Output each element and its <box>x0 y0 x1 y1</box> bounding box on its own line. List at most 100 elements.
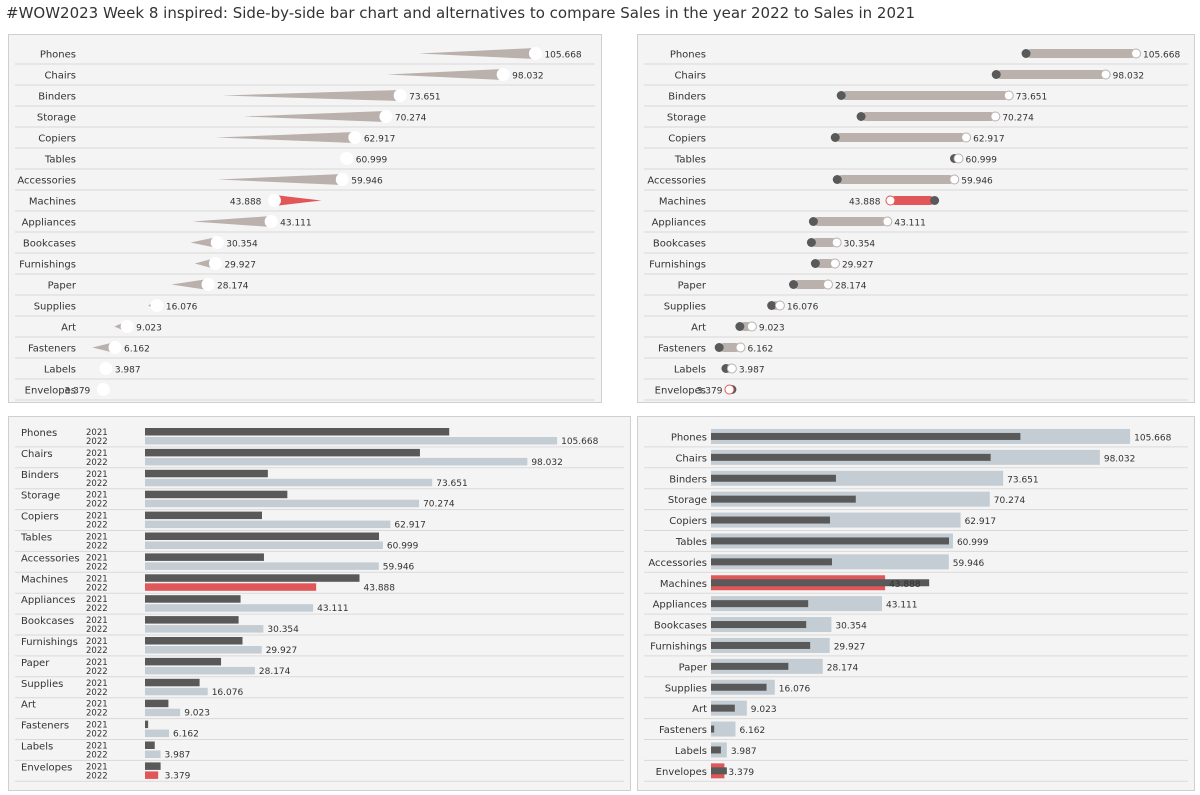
value-label-binders: 73.651 <box>1016 93 1048 103</box>
value-label-storage: 70.274 <box>395 114 427 124</box>
value-label-phones: 105.668 <box>1143 51 1180 61</box>
category-label-furnishings: Furnishings <box>649 260 706 271</box>
category-label-supplies: Supplies <box>664 302 706 313</box>
dumbbell-chart-panel: Phones 105.668 Chairs 98.032 Binders 73.651 St… <box>637 34 1195 403</box>
category-label-supplies: Supplies <box>21 679 63 690</box>
dot-2022-art <box>120 320 134 333</box>
bar-2021-furnishings <box>711 641 811 649</box>
bar-2021-paper <box>711 662 789 670</box>
dot-2022-phones <box>1131 48 1142 59</box>
bar-2021-labels <box>145 741 155 749</box>
year-label-2021: 2021 <box>86 742 108 752</box>
category-label-chairs: Chairs <box>675 453 707 464</box>
year-label-2022: 2022 <box>86 771 108 781</box>
year-label-2021: 2021 <box>86 470 108 480</box>
dot-2022-paper <box>822 279 833 290</box>
wedge-copiers <box>215 132 355 143</box>
bar-2021-tables <box>711 537 949 545</box>
dot-2022-supplies <box>774 300 785 311</box>
value-label-fasteners: 6.162 <box>124 345 150 355</box>
category-label-phones: Phones <box>21 428 57 439</box>
value-label-phones: 105.668 <box>544 51 581 61</box>
year-label-2021: 2021 <box>86 721 108 731</box>
dot-2022-furnishings <box>208 257 222 270</box>
value-label-tables: 60.999 <box>965 156 997 166</box>
value-label-copiers: 62.917 <box>973 135 1005 145</box>
category-label-furnishings: Furnishings <box>19 260 76 271</box>
bar-2021-art <box>711 704 735 712</box>
connector-bookcases <box>811 238 837 247</box>
dot-2021-furnishings <box>810 259 820 268</box>
value-label-furnishings: 29.927 <box>224 261 256 271</box>
dot-2022-appliances <box>264 215 278 228</box>
dot-2022-appliances <box>882 216 893 227</box>
value-label-labels: 3.987 <box>115 366 141 376</box>
value-label-phones: 105.668 <box>1134 433 1171 443</box>
page-title: #WOW2023 Week 8 inspired: Side-by-side b… <box>6 4 916 22</box>
category-label-supplies: Supplies <box>34 302 76 313</box>
value-label-storage: 70.274 <box>994 496 1026 506</box>
value-label-fasteners: 6.162 <box>747 345 773 355</box>
bar-2021-envelopes <box>711 767 727 775</box>
category-label-storage: Storage <box>21 491 60 502</box>
value-label-bookcases: 30.354 <box>844 240 876 250</box>
wedge-chart-panel: Phones 105.668 Chairs 98.032 Binders 73.651 St… <box>8 34 602 403</box>
category-label-accessories: Accessories <box>647 176 706 187</box>
year-label-2021: 2021 <box>86 428 108 438</box>
category-label-labels: Labels <box>675 746 707 757</box>
value-label-storage: 70.274 <box>1002 114 1034 124</box>
value-label-machines: 43.888 <box>230 198 262 208</box>
wedge-bookcases <box>190 237 218 248</box>
category-label-paper: Paper <box>48 281 77 292</box>
value-label-fasteners: 6.162 <box>739 726 765 736</box>
category-label-tables: Tables <box>674 155 706 166</box>
value-label-copiers: 62.917 <box>394 521 426 531</box>
dot-2022-chairs <box>496 68 510 81</box>
value-label-labels: 3.987 <box>739 366 765 376</box>
year-label-2022: 2022 <box>86 437 108 447</box>
category-label-tables: Tables <box>20 533 52 544</box>
dot-2022-machines <box>267 194 281 207</box>
dumbbell-chart: Phones 105.668 Chairs 98.032 Binders 73.651 St… <box>644 48 1188 401</box>
category-label-labels: Labels <box>21 742 53 753</box>
bar-2021-binders <box>711 474 836 482</box>
bar-2022-art <box>145 708 181 717</box>
year-label-2022: 2022 <box>86 730 108 740</box>
bar-2022-furnishings <box>145 646 262 654</box>
dot-2021-machines <box>930 196 940 205</box>
value-label-labels: 3.987 <box>165 751 191 761</box>
dot-2021-paper <box>789 280 799 289</box>
year-label-2022: 2022 <box>86 625 108 635</box>
bar-2021-chairs <box>711 453 991 461</box>
value-label-labels: 3.987 <box>731 747 757 757</box>
value-label-bookcases: 30.354 <box>267 625 299 635</box>
category-label-machines: Machines <box>21 574 68 585</box>
wedge-chairs <box>386 69 504 80</box>
category-label-storage: Storage <box>667 113 706 124</box>
dot-2022-fasteners <box>108 341 122 354</box>
year-label-2022: 2022 <box>86 458 108 468</box>
year-label-2021: 2021 <box>86 553 108 563</box>
category-label-bookcases: Bookcases <box>21 616 74 627</box>
value-label-storage: 70.274 <box>423 500 455 510</box>
category-label-chairs: Chairs <box>44 71 76 82</box>
value-label-appliances: 43.111 <box>280 219 312 229</box>
bar-2022-copiers <box>711 512 961 528</box>
dot-2022-furnishings <box>829 258 840 269</box>
value-label-furnishings: 29.927 <box>834 642 866 652</box>
value-label-supplies: 16.076 <box>779 684 811 694</box>
category-label-art: Art <box>692 704 707 715</box>
category-label-copiers: Copiers <box>38 134 76 145</box>
category-label-binders: Binders <box>668 92 706 103</box>
value-label-chairs: 98.032 <box>531 458 563 468</box>
category-label-fasteners: Fasteners <box>659 725 707 736</box>
category-label-accessories: Accessories <box>648 558 707 569</box>
category-label-furnishings: Furnishings <box>21 637 78 648</box>
category-label-chairs: Chairs <box>21 449 53 460</box>
value-label-supplies: 16.076 <box>212 688 244 698</box>
bar-2021-storage <box>145 490 288 499</box>
value-label-supplies: 16.076 <box>787 303 819 313</box>
bar-in-bar-chart: Phones 105.668 Chairs 98.032 Binders 73.651 St… <box>644 428 1188 782</box>
wedge-machines <box>274 195 322 206</box>
category-label-tables: Tables <box>675 537 707 548</box>
